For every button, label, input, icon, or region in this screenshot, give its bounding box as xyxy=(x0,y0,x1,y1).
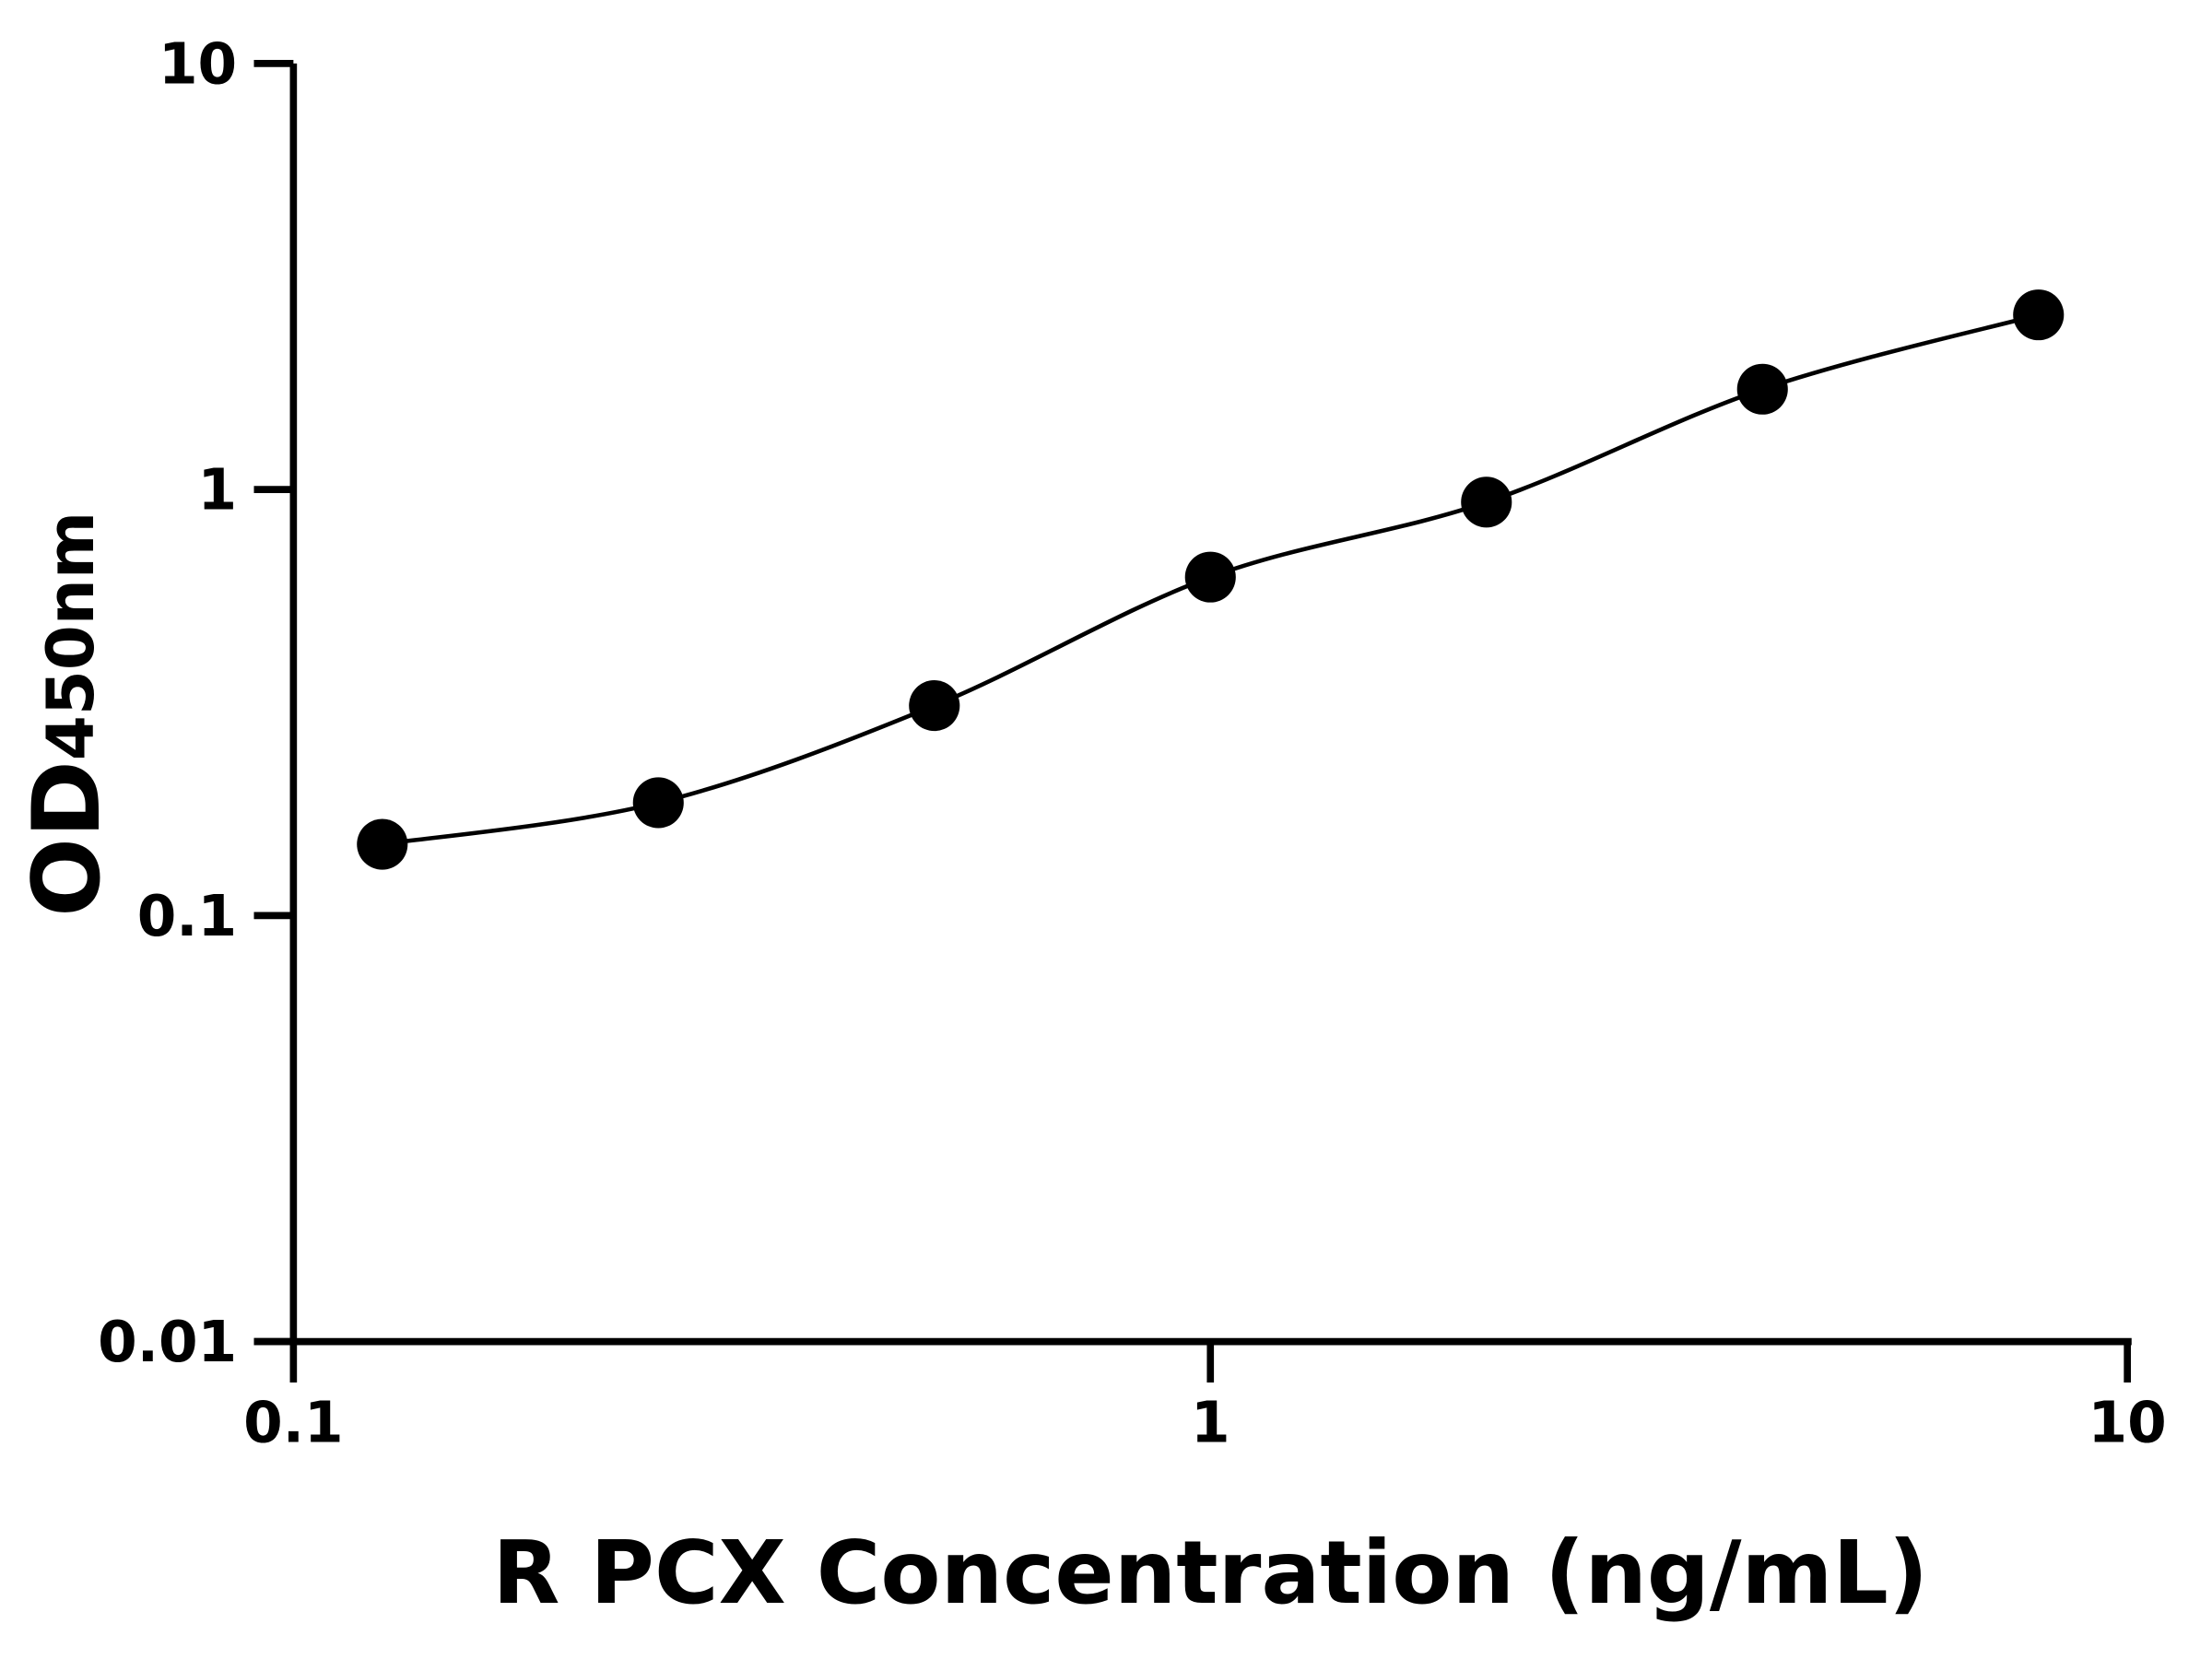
x-tick-label: 10 xyxy=(2088,1390,2167,1455)
axes xyxy=(253,60,2132,1382)
data-point xyxy=(357,818,408,870)
y-tick-label: 10 xyxy=(159,31,237,97)
data-point xyxy=(1184,551,1236,603)
data-point xyxy=(2013,289,2065,341)
y-tick-label: 0.01 xyxy=(98,1310,237,1375)
y-axis-label-sub: 450nm xyxy=(33,512,109,760)
y-axis-label-main: OD xyxy=(12,760,121,917)
data-points xyxy=(357,289,2065,870)
svg-text:OD450nm: OD450nm xyxy=(12,512,121,917)
x-tick-label: 1 xyxy=(1191,1390,1230,1455)
x-tick-label: 0.1 xyxy=(243,1390,343,1455)
y-tick-label: 1 xyxy=(198,458,238,524)
data-point xyxy=(1736,363,1788,415)
data-point xyxy=(632,777,684,829)
data-point xyxy=(1461,477,1512,528)
data-point xyxy=(909,680,960,732)
x-axis-label: R PCX Concentration (ng/mL) xyxy=(492,1523,1928,1624)
y-tick-label: 0.1 xyxy=(137,884,237,949)
y-axis-label: OD450nm xyxy=(12,512,121,917)
